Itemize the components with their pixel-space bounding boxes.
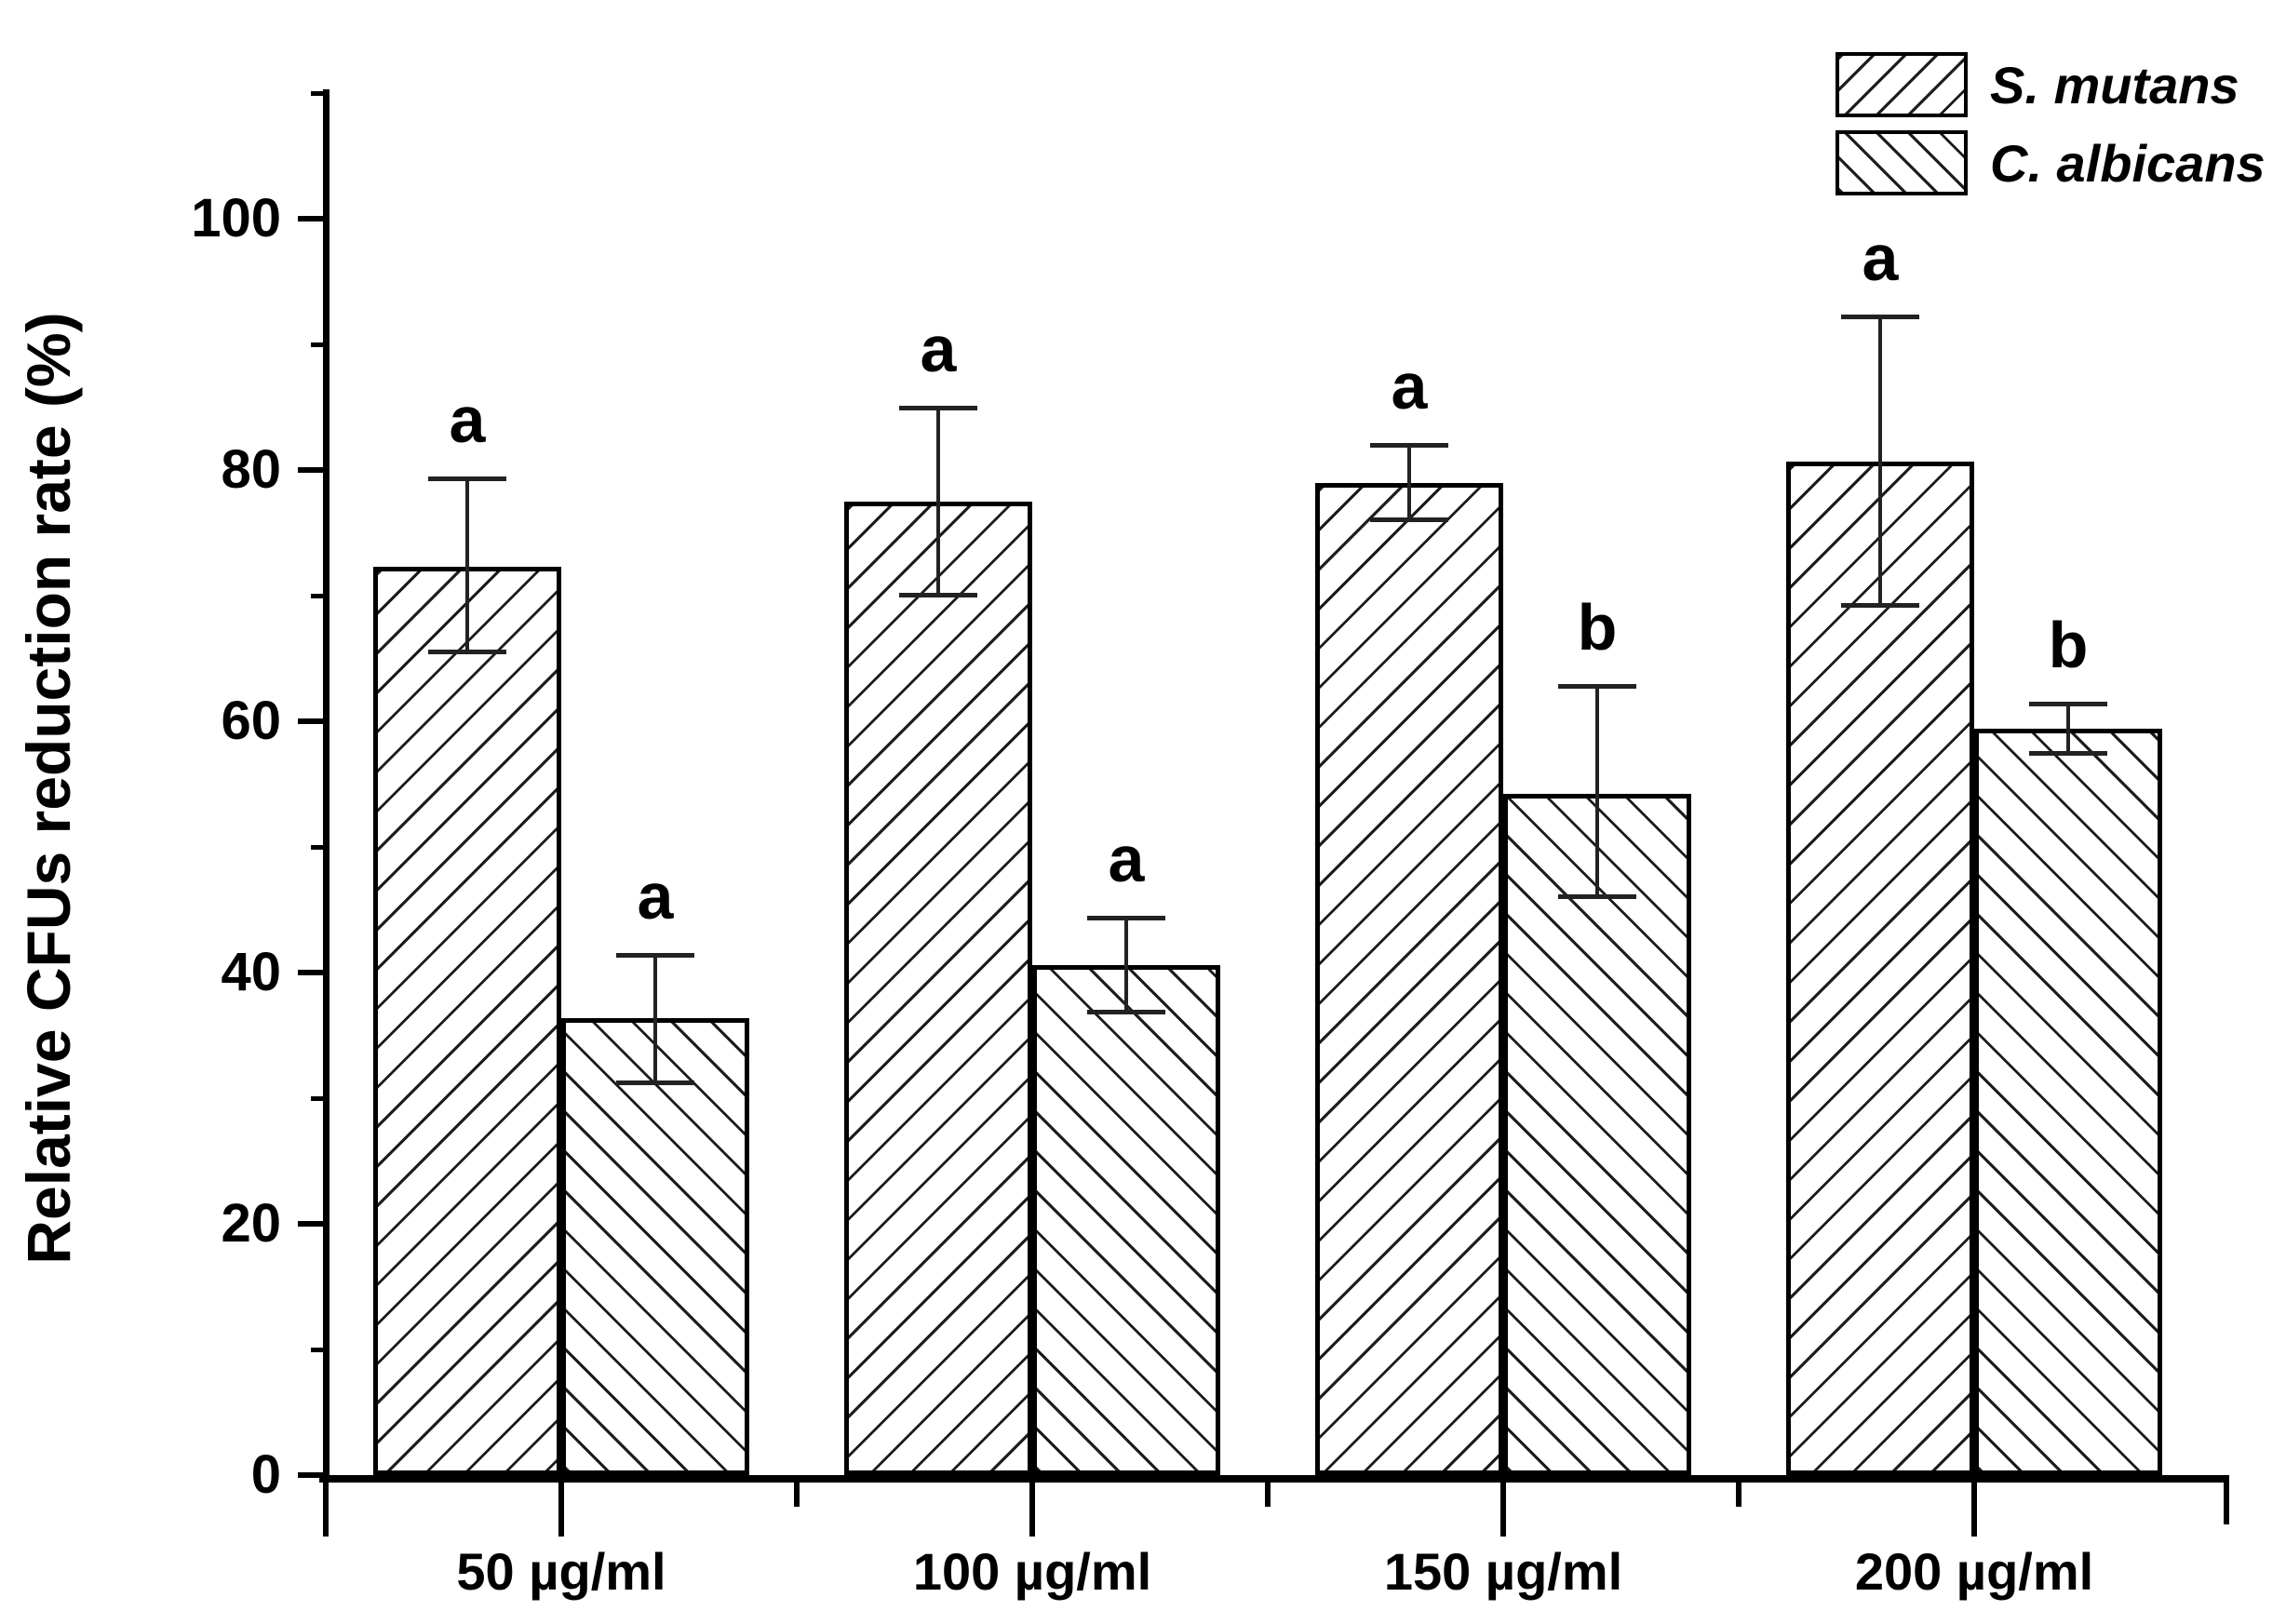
legend-item-c-albicans: C. albicans	[1836, 127, 2266, 199]
legend: S. mutans C. albicans	[1836, 48, 2266, 205]
x-axis-category-label: 200 µg/ml	[1854, 1542, 2094, 1601]
x-axis-major-tick	[558, 1483, 564, 1537]
bar-s-mutans-100 µg/ml	[844, 501, 1032, 1475]
bar-s-mutans-50 µg/ml	[373, 566, 561, 1475]
significance-letter: a	[1862, 221, 1899, 295]
y-axis-major-tick	[298, 970, 326, 975]
x-axis-category-label: 50 µg/ml	[456, 1542, 666, 1601]
bar-c-albicans-150 µg/ml	[1503, 794, 1691, 1475]
y-axis-major-tick	[298, 718, 326, 724]
x-axis-end-tick	[2224, 1483, 2229, 1524]
y-axis-minor-tick	[311, 845, 326, 850]
x-axis-spine	[319, 1475, 2229, 1483]
x-axis-minor-tick	[1265, 1483, 1271, 1507]
error-bar-line	[1878, 316, 1882, 606]
y-axis-spine	[323, 89, 329, 1483]
legend-swatch-forward-hatch-icon	[1836, 52, 1968, 117]
x-axis-major-tick	[323, 1483, 329, 1537]
error-bar-bottom-cap	[1558, 894, 1636, 899]
y-axis-tick-label: 40	[221, 942, 281, 1002]
y-axis-tick-label: 20	[221, 1193, 281, 1254]
bar-s-mutans-200 µg/ml	[1786, 461, 1974, 1475]
error-bar-top-cap	[1558, 684, 1636, 690]
error-bar-top-cap	[1841, 315, 1919, 320]
error-bar-bottom-cap	[1370, 517, 1448, 522]
x-axis-minor-tick	[794, 1483, 800, 1507]
y-axis-tick-label: 0	[250, 1444, 281, 1505]
error-bar-top-cap	[2029, 702, 2107, 707]
y-axis-title: Relative CFUs reduction rate (%)	[14, 312, 83, 1265]
error-bar-bottom-cap	[1087, 1010, 1165, 1015]
error-bar-bottom-cap	[2029, 751, 2107, 757]
y-axis-minor-tick	[311, 91, 326, 96]
significance-letter: a	[1108, 822, 1145, 895]
y-axis-tick-label: 100	[191, 188, 281, 248]
error-bar-bottom-cap	[1841, 602, 1919, 608]
y-axis-tick-label: 60	[221, 691, 281, 751]
y-axis-minor-tick	[311, 1348, 326, 1352]
x-axis-category-label: 100 µg/ml	[912, 1542, 1152, 1601]
error-bar-line	[1124, 917, 1128, 1013]
error-bar-line	[653, 955, 657, 1083]
legend-swatch-backward-hatch-icon	[1836, 130, 1968, 195]
legend-label-c-albicans: C. albicans	[1990, 133, 2266, 193]
error-bar-bottom-cap	[616, 1080, 694, 1085]
error-bar-top-cap	[899, 405, 977, 410]
bar-c-albicans-100 µg/ml	[1032, 964, 1220, 1475]
legend-label-s-mutans: S. mutans	[1990, 55, 2239, 114]
y-axis-major-tick	[298, 467, 326, 473]
bar-c-albicans-200 µg/ml	[1974, 729, 2162, 1475]
error-bar-bottom-cap	[899, 593, 977, 597]
significance-letter: a	[920, 312, 957, 385]
error-bar-top-cap	[1370, 443, 1448, 448]
significance-letter: b	[2048, 609, 2089, 682]
y-axis-minor-tick	[311, 1096, 326, 1101]
y-axis-major-tick	[298, 1221, 326, 1227]
y-axis-minor-tick	[311, 594, 326, 598]
error-bar-top-cap	[616, 953, 694, 959]
y-axis-major-tick	[298, 216, 326, 221]
x-axis-major-tick	[1971, 1483, 1977, 1537]
error-bar-line	[1407, 445, 1411, 520]
error-bar-line	[936, 407, 940, 596]
error-bar-line	[1595, 686, 1599, 897]
error-bar-line	[465, 478, 469, 652]
error-bar-bottom-cap	[428, 649, 506, 654]
legend-item-s-mutans: S. mutans	[1836, 48, 2266, 121]
bar-c-albicans-50 µg/ml	[561, 1017, 749, 1475]
error-bar-line	[2066, 704, 2070, 755]
significance-letter: a	[1391, 350, 1428, 423]
significance-letter: a	[449, 383, 486, 457]
significance-letter: b	[1577, 591, 1618, 664]
x-axis-category-label: 150 µg/ml	[1383, 1542, 1623, 1601]
x-axis-minor-tick	[1736, 1483, 1741, 1507]
x-axis-major-tick	[1029, 1483, 1035, 1537]
y-axis-tick-label: 80	[221, 439, 281, 500]
y-axis-minor-tick	[311, 342, 326, 347]
error-bar-top-cap	[428, 476, 506, 482]
significance-letter: a	[637, 860, 674, 933]
x-axis-major-tick	[1500, 1483, 1506, 1537]
bar-s-mutans-150 µg/ml	[1315, 482, 1503, 1475]
error-bar-top-cap	[1087, 915, 1165, 920]
y-axis-major-tick	[298, 1472, 326, 1478]
